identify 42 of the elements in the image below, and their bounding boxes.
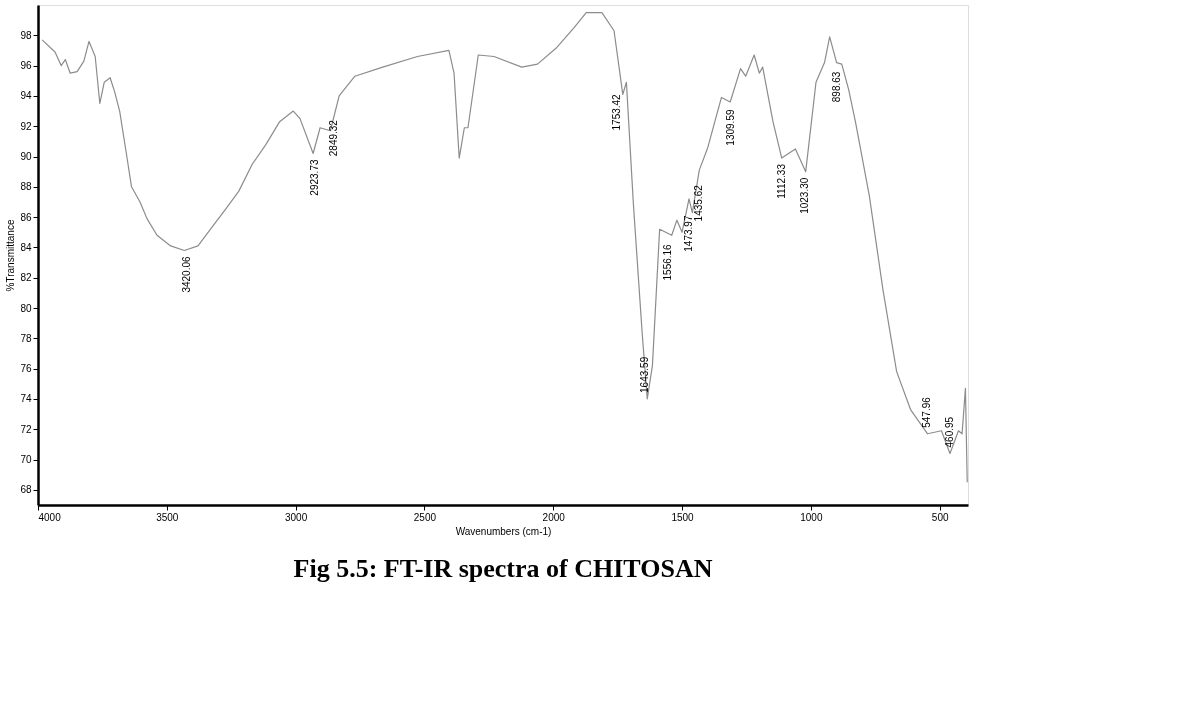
y-tick-label: 90 [20, 151, 32, 163]
x-tick-label: 500 [931, 511, 949, 523]
x-axis-title: Wavenumbers (cm-1) [455, 525, 552, 537]
x-tick-label: 1000 [800, 511, 823, 523]
y-tick-label: 82 [20, 272, 32, 284]
annotation: 1112.33 [775, 163, 787, 199]
y-tick-label: 80 [20, 302, 32, 314]
y-tick-label: 76 [20, 363, 32, 375]
x-tick-label: 1500 [671, 511, 695, 523]
x-tick-label: 4000 [38, 511, 62, 523]
annotation: 2849.32 [328, 119, 340, 157]
y-tick-label: 96 [20, 60, 32, 72]
y-tick-label: 88 [20, 181, 32, 193]
x-tick-label: 2000 [542, 511, 566, 523]
annotation: 1643.59 [639, 356, 651, 393]
annotation: 3420.06 [181, 256, 193, 293]
y-tick-label: 94 [20, 90, 32, 102]
y-tick-label: 78 [20, 332, 32, 344]
annotation: 1753.42 [610, 93, 622, 131]
x-tick-label: 3000 [284, 511, 308, 523]
y-tick-label: 74 [20, 393, 32, 405]
annotation: 1556.16 [661, 243, 673, 281]
x-tick-label: 2500 [413, 511, 437, 523]
text: Fig 5.5: FT-IR spectra of CHITOSAN [293, 554, 713, 583]
y-tick-label: 68 [20, 484, 32, 496]
annotation: 1023.30 [798, 177, 810, 214]
x-tick-label: 3500 [156, 511, 179, 523]
annotation: 898.63 [830, 71, 842, 103]
annotation: 547.96 [921, 396, 933, 428]
y-tick-label: 84 [20, 241, 32, 253]
annotation: 2923.73 [309, 159, 321, 196]
y-tick-label: 98 [20, 29, 32, 41]
y-tick-label: 92 [20, 120, 32, 132]
annotation: 1435.62 [692, 184, 704, 222]
line-series [41, 11, 968, 483]
y-axis-title: %Transmittance [5, 219, 17, 292]
annotation: 460.95 [943, 416, 955, 448]
y-tick-label: 86 [20, 211, 32, 223]
y-tick-label: 72 [20, 423, 32, 435]
annotation: 1309.59 [725, 109, 737, 146]
annotation: 1473.97 [682, 215, 694, 252]
y-tick-label: 70 [20, 454, 32, 466]
